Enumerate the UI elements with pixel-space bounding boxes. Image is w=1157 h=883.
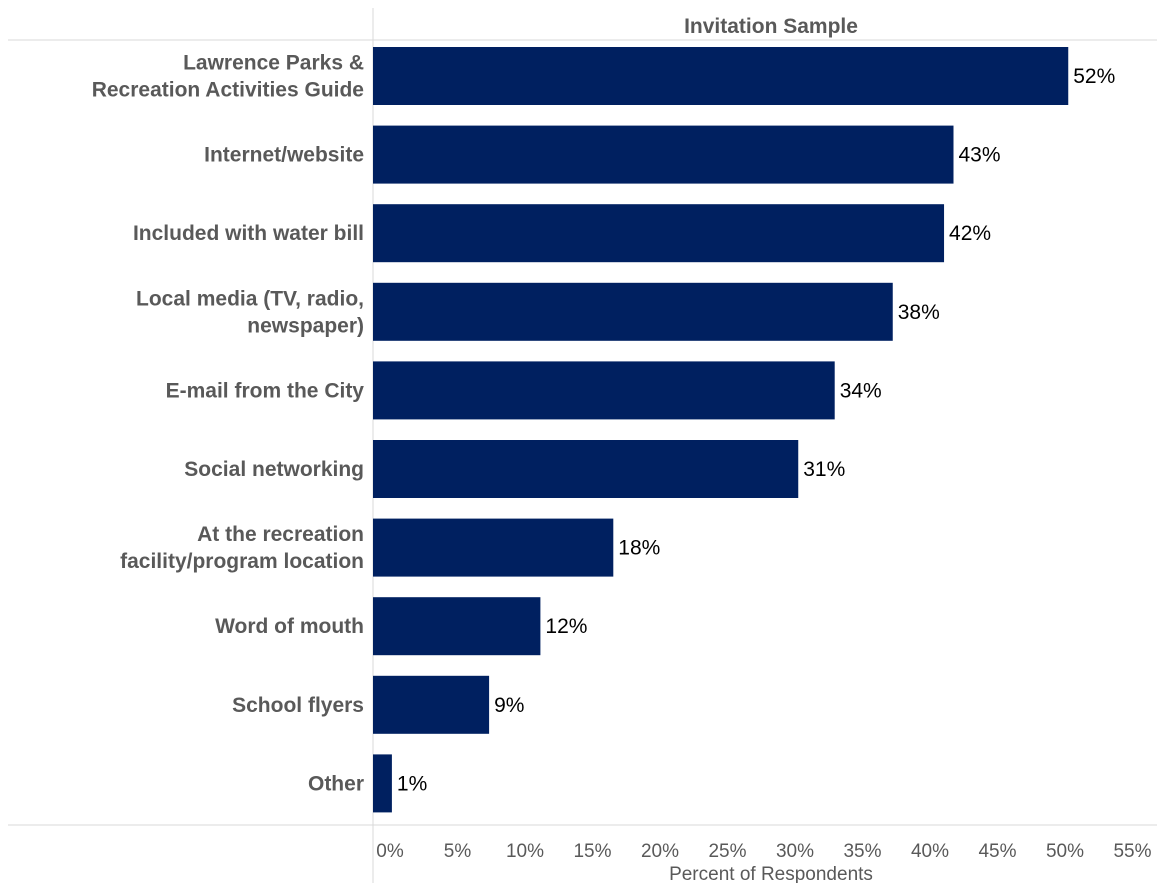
category-label: Social networking [184,458,364,481]
data-label: 1% [397,772,427,795]
bar [373,361,835,419]
x-tick-label: 35% [843,841,881,862]
x-tick-label: 50% [1046,841,1084,862]
data-label: 18% [618,537,660,560]
data-label: 34% [840,379,882,402]
data-label: 43% [959,144,1001,167]
bar [373,204,944,262]
category-label: Recreation Activities Guide [92,79,364,102]
bar [373,47,1068,105]
data-label: 42% [949,222,991,245]
category-label: At the recreation [197,523,364,546]
category-label: facility/program location [120,550,364,573]
category-label: Other [308,772,364,795]
bar [373,676,489,734]
x-tick-label: 25% [708,841,746,862]
data-label: 9% [494,694,524,717]
x-axis-title: Percent of Respondents [669,864,873,883]
x-tick-label: 5% [444,841,472,862]
data-label: 52% [1073,65,1115,88]
x-tick-label: 55% [1113,841,1151,862]
x-tick-label: 10% [506,841,544,862]
x-tick-label: 40% [911,841,949,862]
chart-title: Invitation Sample [684,15,858,38]
bar [373,597,540,655]
x-tick-label: 20% [641,841,679,862]
category-label: Local media (TV, radio, [136,287,364,310]
bar [373,440,798,498]
data-label: 12% [545,615,587,638]
data-label: 38% [898,301,940,324]
x-tick-label: 0% [376,841,404,862]
x-tick-label: 15% [573,841,611,862]
category-label: newspaper) [247,314,364,337]
bar [373,754,392,812]
x-tick-label: 45% [978,841,1016,862]
bar [373,126,954,184]
category-label: School flyers [232,694,364,717]
category-label: Lawrence Parks & [183,52,364,75]
x-tick-label: 30% [776,841,814,862]
bar [373,283,893,341]
category-label: Internet/website [204,144,364,167]
category-label: Included with water bill [133,222,364,245]
data-label: 31% [803,458,845,481]
category-label: E-mail from the City [166,379,365,402]
category-label: Word of mouth [215,615,364,638]
bar [373,519,613,577]
